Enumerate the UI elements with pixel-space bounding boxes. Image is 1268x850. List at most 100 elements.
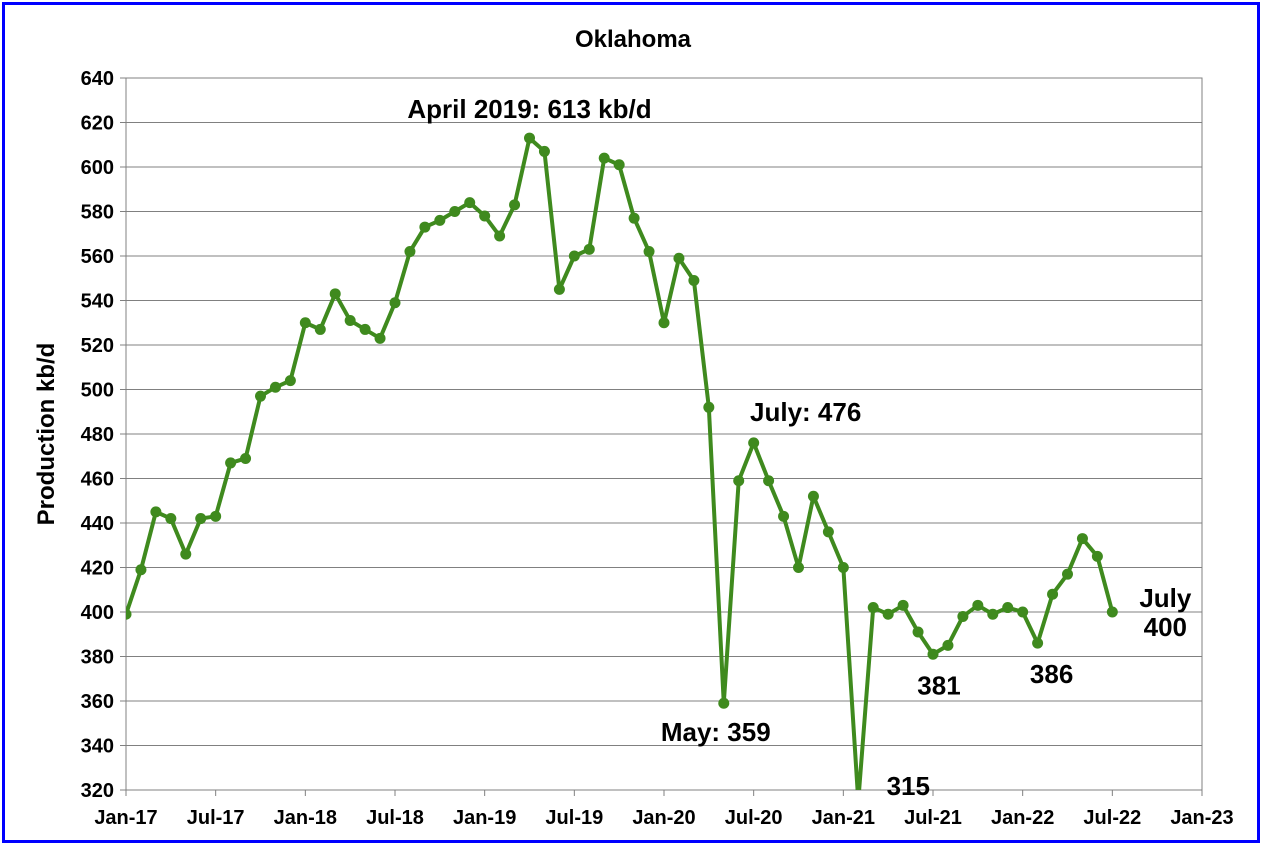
data-point <box>1047 588 1059 600</box>
data-point <box>269 381 281 393</box>
data-point <box>763 475 775 487</box>
data-point <box>568 250 580 262</box>
data-point <box>210 510 222 522</box>
x-tick-label: Jul-19 <box>545 807 603 829</box>
y-tick-label: 420 <box>81 558 114 580</box>
data-point <box>225 457 237 469</box>
x-tick-label: Jul-18 <box>366 807 424 829</box>
data-point <box>464 197 476 209</box>
annotation-label: 386 <box>1030 659 1073 689</box>
y-tick-label: 560 <box>81 246 114 268</box>
y-tick-label: 580 <box>81 202 114 224</box>
x-tick-label: Jul-22 <box>1083 807 1141 829</box>
y-axis-label: Production kb/d <box>33 343 60 526</box>
y-tick-label: 400 <box>81 602 114 624</box>
y-tick-label: 640 <box>81 68 114 90</box>
y-tick-label: 380 <box>81 647 114 669</box>
data-point <box>1062 568 1073 580</box>
annotation-label: July <box>1139 583 1192 613</box>
x-tick-label: Jan-22 <box>991 807 1054 829</box>
data-point <box>673 252 685 264</box>
data-point <box>314 323 326 335</box>
data-point <box>284 375 296 387</box>
data-point <box>180 548 192 560</box>
y-tick-label: 540 <box>81 291 114 313</box>
y-axis-ticks: 320 340 360 380 400 420 440 460 480 500 520 540 560 5… <box>81 68 126 802</box>
data-point <box>1002 602 1014 614</box>
data-point <box>434 214 446 226</box>
x-tick-label: Jul-17 <box>187 807 245 829</box>
y-tick-label: 340 <box>81 736 114 758</box>
data-point <box>126 608 132 620</box>
data-point <box>927 648 939 660</box>
data-point <box>628 212 640 224</box>
x-axis-ticks: Jan-17 Jul-17 Jan-18 Jul-18 Jan-19 Jul-19 Jan-… <box>94 790 1234 829</box>
x-tick-label: Jul-20 <box>725 807 783 829</box>
y-tick-label: 440 <box>81 513 114 535</box>
data-point <box>344 315 356 327</box>
y-tick-label: 500 <box>81 380 114 402</box>
data-point <box>867 602 879 614</box>
data-point <box>359 323 371 335</box>
data-point <box>1017 606 1029 618</box>
annotation-label: 400 <box>1144 612 1187 642</box>
data-point <box>807 490 819 502</box>
y-tick-label: 600 <box>81 157 114 179</box>
y-tick-label: 480 <box>81 424 114 446</box>
data-point <box>1106 606 1118 618</box>
data-point <box>449 206 461 217</box>
y-tick-label: 620 <box>81 113 114 135</box>
x-tick-label: Jul-21 <box>904 807 962 829</box>
annotation-label: 315 <box>887 771 930 801</box>
data-point <box>598 152 610 164</box>
x-tick-label: Jan-17 <box>94 807 157 829</box>
data-point <box>897 599 909 611</box>
data-point <box>389 297 401 309</box>
data-point <box>509 199 521 211</box>
series-production <box>126 132 1118 790</box>
x-tick-label: Jan-21 <box>812 807 875 829</box>
data-point <box>643 246 655 258</box>
data-point <box>778 510 790 522</box>
annotations: April 2019: 613 kb/d July: 476 May: 359 315… <box>407 94 1192 801</box>
data-point <box>553 283 565 295</box>
y-tick-label: 520 <box>81 335 114 357</box>
data-point <box>1091 550 1103 562</box>
data-point <box>165 513 177 525</box>
data-point <box>912 626 924 638</box>
data-point <box>942 639 954 651</box>
data-point <box>822 526 834 538</box>
data-point <box>135 564 147 576</box>
data-point <box>688 274 700 286</box>
data-point <box>718 697 730 709</box>
annotation-label: 381 <box>917 670 960 700</box>
data-point <box>240 452 252 464</box>
annotation-label: April 2019: 613 kb/d <box>407 94 651 124</box>
x-tick-label: Jan-19 <box>453 807 516 829</box>
annotation-label: May: 359 <box>661 717 771 747</box>
data-point <box>882 608 894 620</box>
data-point <box>987 608 999 620</box>
y-tick-label: 360 <box>81 691 114 713</box>
data-point <box>1032 637 1044 649</box>
x-tick-label: Jan-23 <box>1170 807 1233 829</box>
data-point <box>299 317 311 329</box>
data-point <box>837 562 849 573</box>
data-point <box>613 159 625 171</box>
data-point <box>255 390 266 402</box>
data-point <box>419 221 431 233</box>
data-point <box>404 246 416 258</box>
data-point <box>748 437 760 449</box>
data-point <box>329 288 341 300</box>
data-point <box>658 317 670 329</box>
annotation-label: July: 476 <box>750 397 861 427</box>
data-point <box>793 562 804 573</box>
data-point <box>972 599 984 611</box>
data-point <box>150 506 162 518</box>
data-point <box>957 610 969 622</box>
x-tick-label: Jan-20 <box>632 807 695 829</box>
data-point <box>583 243 595 255</box>
y-tick-label: 320 <box>81 780 114 802</box>
